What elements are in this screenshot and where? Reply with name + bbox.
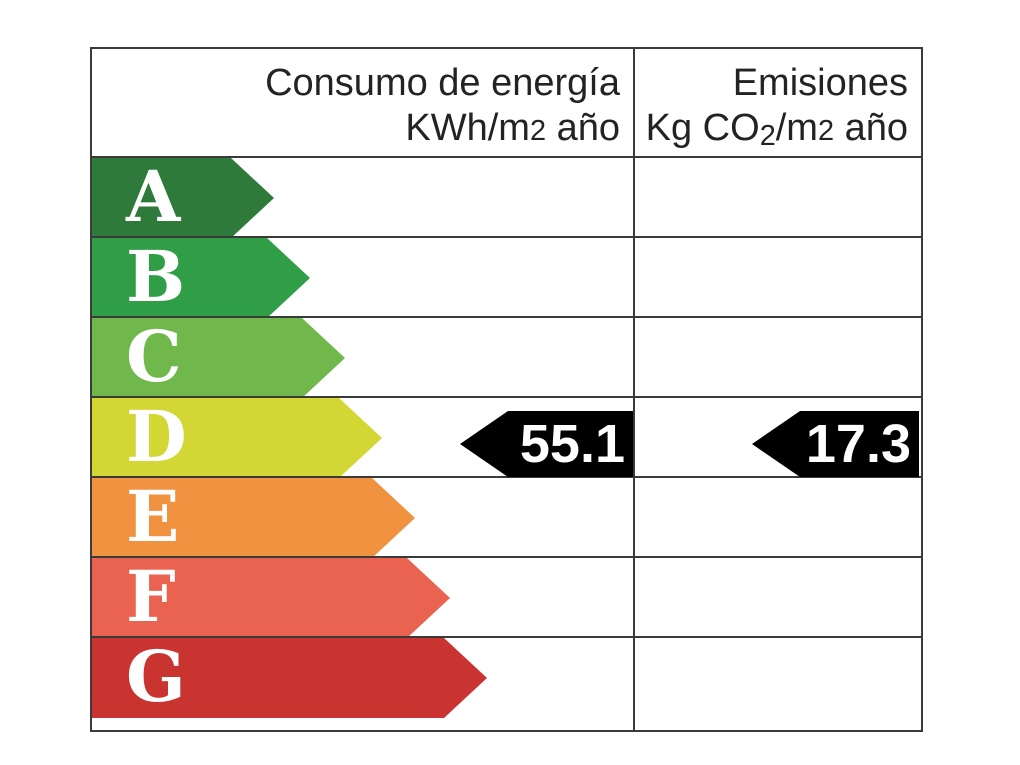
rating-bar-f: F xyxy=(92,558,450,638)
rating-row-b: B xyxy=(92,236,921,316)
emissions-header: Emisiones Kg CO2/m2 año xyxy=(633,49,921,156)
emissions-unit-exponent: 2 xyxy=(817,115,835,147)
consumption-header: Consumo de energía KWh/m2 año xyxy=(92,49,633,156)
rating-bar-g: G xyxy=(92,638,487,718)
emissions-unit-prefix: Kg CO xyxy=(645,107,760,149)
table-header: Consumo de energía KWh/m2 año Emisiones … xyxy=(92,49,921,156)
rating-table: Consumo de energía KWh/m2 año Emisiones … xyxy=(90,47,923,732)
rating-row-a: A xyxy=(92,156,921,236)
rating-row-g: G xyxy=(92,636,921,716)
emissions-unit-subscript: 2 xyxy=(759,120,776,153)
consumption-unit-prefix: KWh/m xyxy=(405,107,530,149)
rating-letter-b: B xyxy=(126,235,186,318)
consumption-unit: KWh/m2 año xyxy=(92,106,620,154)
consumption-unit-suffix: año xyxy=(546,107,620,149)
consumption-title: Consumo de energía xyxy=(265,62,620,104)
rating-letter-e: E xyxy=(126,475,180,558)
emissions-unit: Kg CO2/m2 año xyxy=(635,106,908,159)
rating-bar-e: E xyxy=(92,478,415,558)
rating-bar-d: D xyxy=(92,398,382,478)
rating-row-d: D xyxy=(92,396,921,476)
consumption-value: 55.1 xyxy=(519,414,625,474)
rating-letter-a: A xyxy=(126,155,181,238)
rating-row-e: E xyxy=(92,476,921,556)
consumption-unit-exponent: 2 xyxy=(529,115,547,147)
rating-bar-c: C xyxy=(92,318,345,398)
rating-bar-a: A xyxy=(92,158,274,238)
emissions-value: 17.3 xyxy=(805,414,911,474)
rating-letter-c: C xyxy=(126,315,182,398)
column-divider xyxy=(633,49,635,730)
rating-letter-f: F xyxy=(126,555,176,638)
rating-row-c: C xyxy=(92,316,921,396)
emissions-unit-mid: /m xyxy=(775,107,818,149)
rating-row-f: F xyxy=(92,556,921,636)
emissions-unit-suffix: año xyxy=(834,107,908,149)
rating-bar-b: B xyxy=(92,238,310,318)
emissions-title: Emisiones xyxy=(732,62,908,104)
rating-letter-d: D xyxy=(126,395,187,478)
rating-letter-g: G xyxy=(126,635,186,718)
